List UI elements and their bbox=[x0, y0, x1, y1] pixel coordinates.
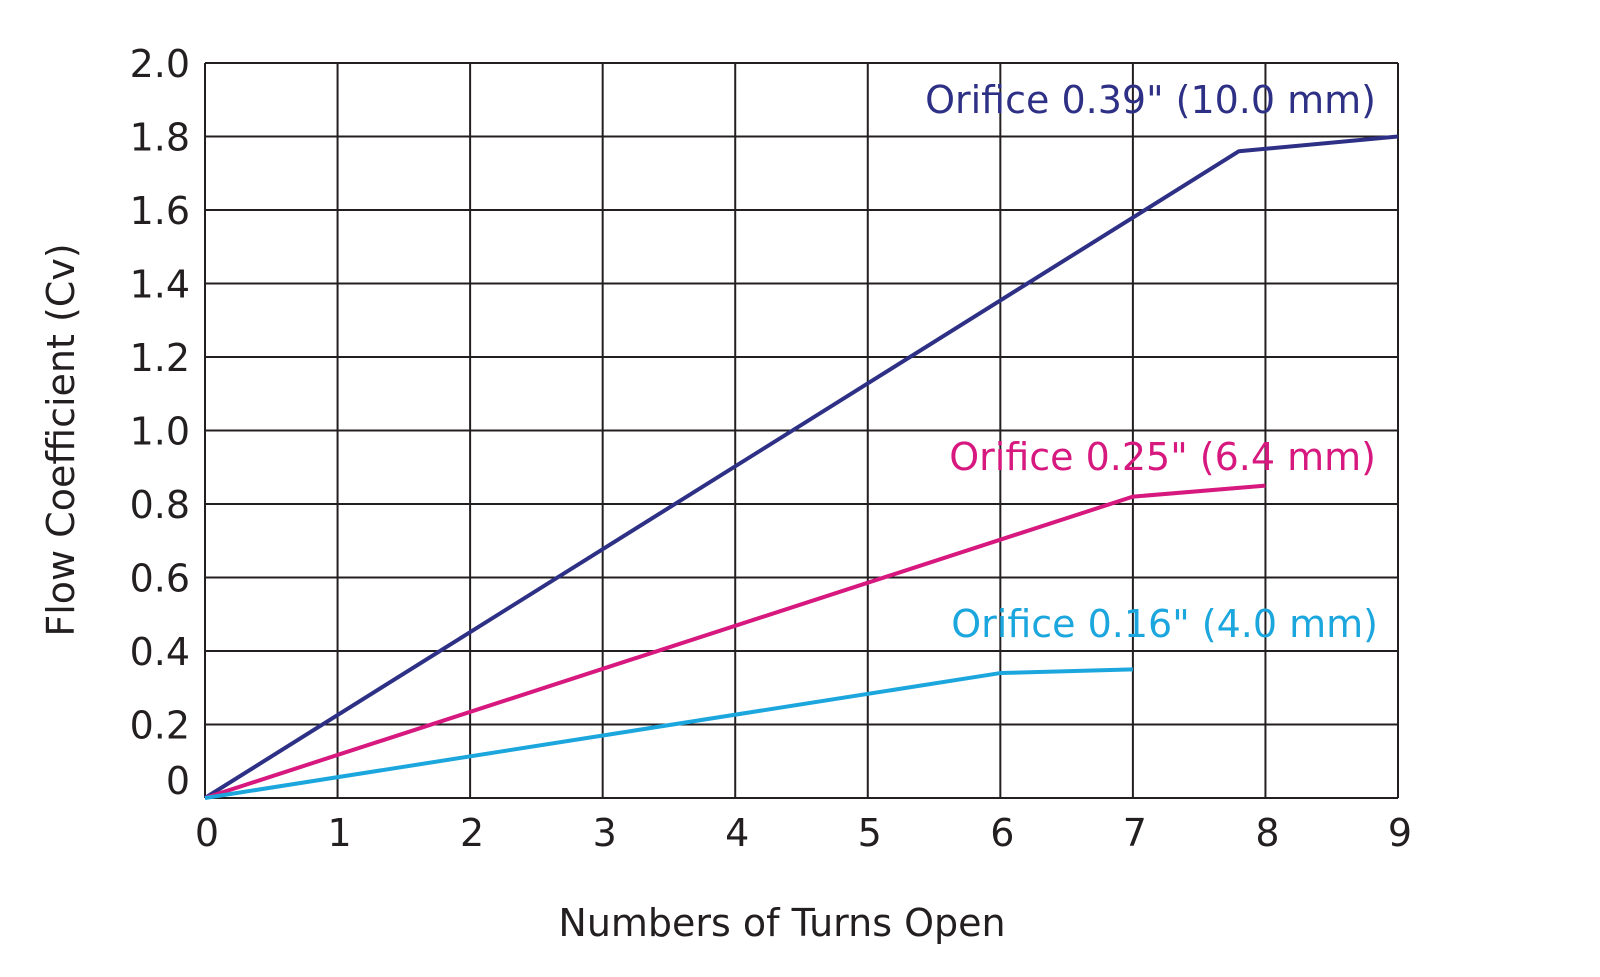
y-tick-label: 1.2 bbox=[130, 336, 190, 380]
y-tick-label: 2.0 bbox=[130, 42, 190, 86]
y-tick-label: 0.8 bbox=[130, 483, 190, 527]
y-tick-label: 0.4 bbox=[130, 630, 190, 674]
x-tick-label: 3 bbox=[593, 811, 617, 855]
x-axis-ticks: 0 1 2 3 4 5 6 7 8 9 bbox=[195, 811, 1412, 855]
series-line bbox=[204, 667, 1133, 800]
series-lines bbox=[203, 134, 1399, 800]
x-tick-label: 6 bbox=[990, 811, 1014, 855]
series-line bbox=[203, 134, 1399, 800]
series-label: Orifice 0.39" (10.0 mm) bbox=[925, 78, 1376, 122]
y-tick-label: 0 bbox=[166, 759, 190, 803]
x-tick-label: 1 bbox=[327, 811, 351, 855]
series-label: Orifice 0.25" (6.4 mm) bbox=[949, 435, 1376, 479]
series-line bbox=[204, 483, 1266, 800]
y-tick-label: 1.8 bbox=[130, 116, 190, 160]
y-tick-label: 1.4 bbox=[130, 263, 190, 307]
x-tick-label: 2 bbox=[460, 811, 484, 855]
x-tick-label: 0 bbox=[195, 811, 219, 855]
x-tick-label: 5 bbox=[858, 811, 882, 855]
y-tick-label: 1.0 bbox=[130, 410, 190, 454]
x-axis-title: Numbers of Turns Open bbox=[558, 901, 1005, 945]
x-tick-label: 4 bbox=[725, 811, 749, 855]
y-axis-ticks: 0 0.2 0.4 0.6 0.8 1.0 1.2 1.4 1.6 1.8 2.0 bbox=[130, 42, 190, 803]
y-tick-label: 1.6 bbox=[130, 189, 190, 233]
grid bbox=[204, 62, 1399, 799]
y-tick-label: 0.6 bbox=[130, 557, 190, 601]
series-labels: Orifice 0.39" (10.0 mm) Orifice 0.25" (6.… bbox=[925, 78, 1378, 646]
series-label: Orifice 0.16" (4.0 mm) bbox=[951, 602, 1378, 646]
x-tick-label: 7 bbox=[1123, 811, 1147, 855]
y-tick-label: 0.2 bbox=[130, 704, 190, 748]
x-tick-label: 9 bbox=[1388, 811, 1412, 855]
x-tick-label: 8 bbox=[1255, 811, 1279, 855]
y-axis-title: Flow Coefficient (Cv) bbox=[39, 243, 83, 636]
